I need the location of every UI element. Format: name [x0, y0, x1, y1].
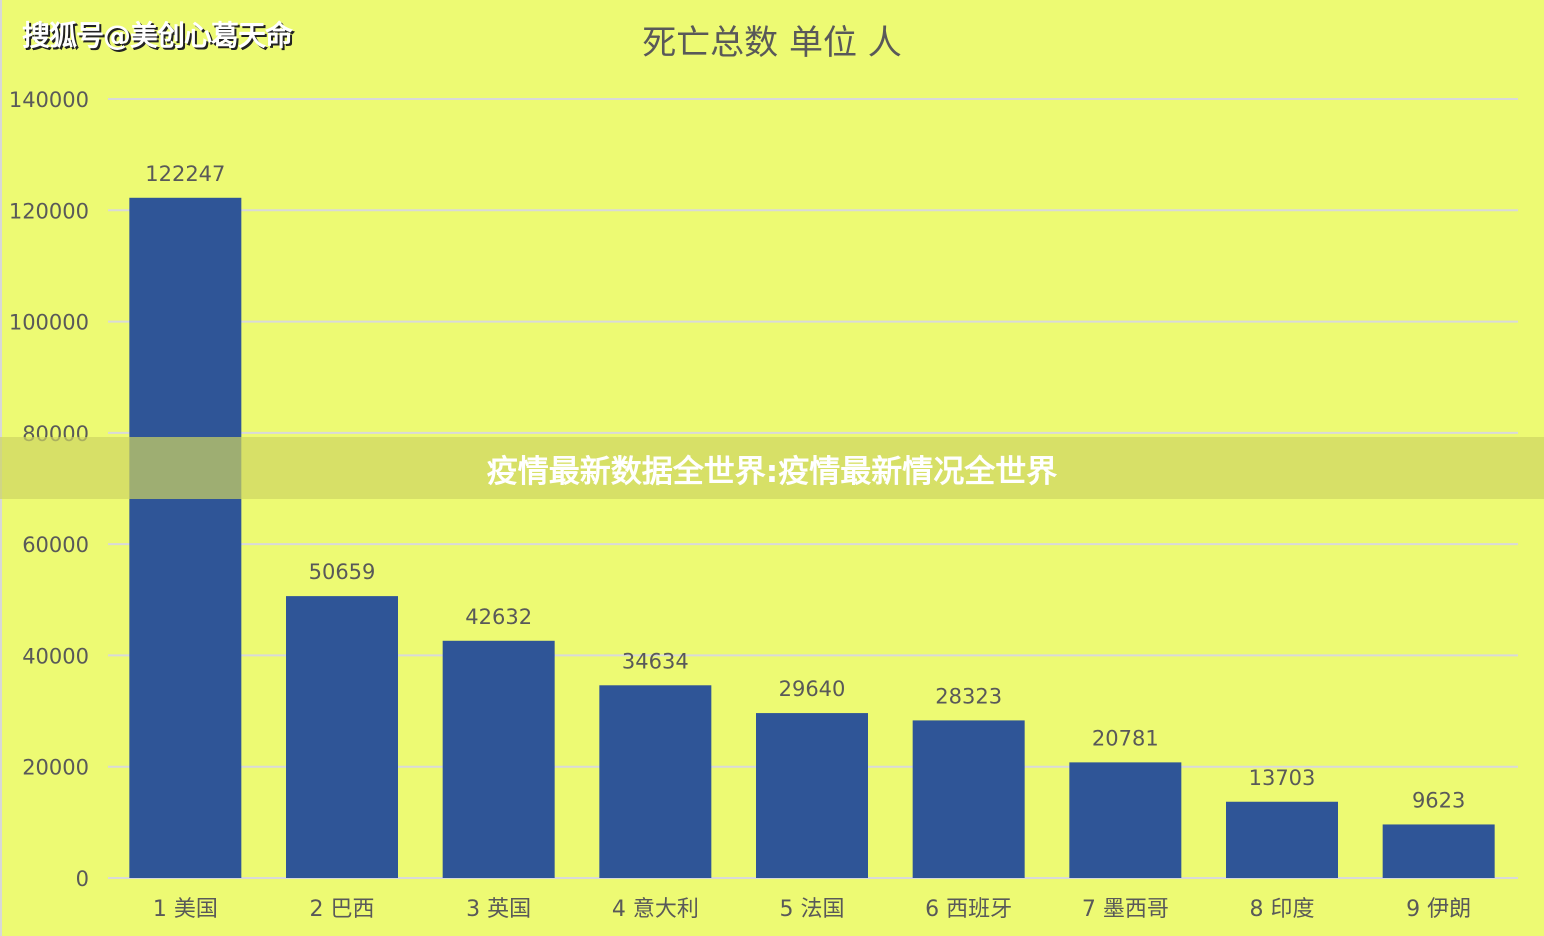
y-tick-label: 100000: [9, 311, 89, 335]
x-tick-label: 7 墨西哥: [1082, 897, 1169, 922]
data-label: 29640: [779, 677, 846, 701]
x-tick-label: 8 印度: [1250, 897, 1315, 922]
y-tick-label: 20000: [22, 756, 89, 780]
x-tick-label: 9 伊朗: [1406, 897, 1471, 922]
data-label: 34634: [622, 649, 689, 673]
y-tick-label: 0: [76, 867, 89, 891]
y-tick-label: 120000: [9, 199, 89, 223]
data-label: 42632: [465, 605, 532, 629]
chart-title: 死亡总数 单位 人: [642, 23, 902, 63]
x-tick-label: 2 巴西: [310, 897, 375, 922]
bar: [442, 640, 555, 878]
y-tick-label: 40000: [22, 644, 89, 668]
data-label: 9623: [1412, 788, 1465, 812]
bar: [286, 596, 398, 878]
data-label: 13703: [1249, 766, 1316, 790]
bar: [129, 197, 242, 878]
x-tick-label: 5 法国: [780, 897, 845, 922]
bar: [1382, 824, 1495, 878]
bar: [1226, 801, 1338, 878]
y-tick-label: 60000: [22, 533, 89, 557]
bar: [1069, 762, 1182, 878]
watermark: 搜狐号@美创心葛天命: [22, 19, 293, 52]
overlay-caption-band: 疫情最新数据全世界:疫情最新情况全世界: [0, 437, 1544, 499]
bar: [756, 713, 868, 878]
x-tick-label: 1 美国: [153, 897, 218, 922]
x-tick-label: 6 西班牙: [925, 897, 1012, 922]
data-label: 122247: [145, 162, 225, 186]
data-label: 28323: [935, 684, 1002, 708]
data-label: 20781: [1092, 726, 1159, 750]
x-tick-label: 3 英国: [466, 897, 531, 922]
y-tick-label: 140000: [9, 88, 89, 112]
bar: [599, 685, 712, 878]
bar: [912, 720, 1025, 878]
x-tick-label: 4 意大利: [612, 897, 699, 922]
data-label: 50659: [309, 560, 376, 584]
overlay-caption: 疫情最新数据全世界:疫情最新情况全世界: [486, 453, 1058, 490]
